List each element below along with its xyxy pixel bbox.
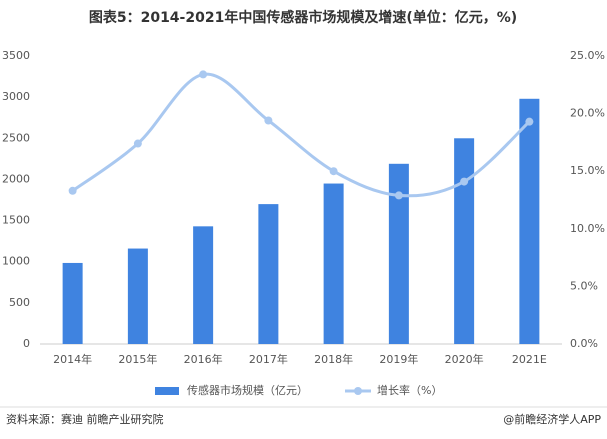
y-tick-label: 3500 bbox=[2, 49, 30, 62]
growth-point bbox=[199, 70, 208, 79]
bar bbox=[519, 98, 540, 344]
growth-point bbox=[460, 177, 469, 186]
y-tick-label: 2000 bbox=[2, 172, 30, 185]
bar bbox=[388, 163, 409, 344]
x-tick-label: 2019年 bbox=[379, 352, 418, 366]
growth-line bbox=[71, 72, 531, 198]
legend-swatch bbox=[354, 387, 362, 395]
credit: @前瞻经济学人APP bbox=[503, 412, 601, 426]
growth-point bbox=[525, 117, 534, 126]
legend-swatch bbox=[155, 387, 179, 395]
y-tick-label: 2500 bbox=[2, 131, 30, 144]
growth-point bbox=[394, 191, 403, 200]
y-tick-label: 500 bbox=[9, 296, 30, 309]
x-tick-label: 2014年 bbox=[53, 352, 92, 366]
x-tick-label: 2021E bbox=[512, 353, 547, 366]
growth-point bbox=[264, 116, 273, 125]
legend-label: 传感器市场规模（亿元） bbox=[187, 383, 308, 397]
x-tick-label: 2017年 bbox=[249, 352, 288, 366]
legend-label: 增长率（%） bbox=[377, 383, 442, 397]
y-tick-label: 3000 bbox=[2, 90, 30, 103]
y-tick-label: 0 bbox=[23, 337, 30, 350]
bar bbox=[62, 262, 83, 344]
y2-tick-label: 15.0% bbox=[570, 164, 605, 177]
bar bbox=[323, 183, 344, 344]
growth-point bbox=[133, 139, 142, 148]
y-tick-label: 1000 bbox=[2, 255, 30, 268]
x-tick-label: 2020年 bbox=[445, 352, 484, 366]
x-tick-label: 2015年 bbox=[118, 352, 157, 366]
y2-tick-label: 0.0% bbox=[570, 337, 598, 350]
bar bbox=[193, 226, 214, 344]
chart-title: 图表5：2014-2021年中国传感器市场规模及增速(单位：亿元，%) bbox=[89, 9, 517, 26]
source: 资料来源：赛迪 前瞻产业研究院 bbox=[6, 412, 164, 426]
y2-tick-label: 25.0% bbox=[570, 49, 605, 62]
y-tick-label: 1500 bbox=[2, 214, 30, 227]
bar bbox=[258, 204, 279, 344]
y2-tick-label: 20.0% bbox=[570, 107, 605, 120]
bar bbox=[454, 138, 475, 344]
bar bbox=[127, 248, 148, 344]
x-tick-label: 2016年 bbox=[184, 352, 223, 366]
y2-tick-label: 10.0% bbox=[570, 222, 605, 235]
x-tick-label: 2018年 bbox=[314, 352, 353, 366]
growth-point bbox=[329, 167, 338, 176]
y2-tick-label: 5.0% bbox=[570, 279, 598, 292]
growth-point bbox=[68, 186, 77, 195]
